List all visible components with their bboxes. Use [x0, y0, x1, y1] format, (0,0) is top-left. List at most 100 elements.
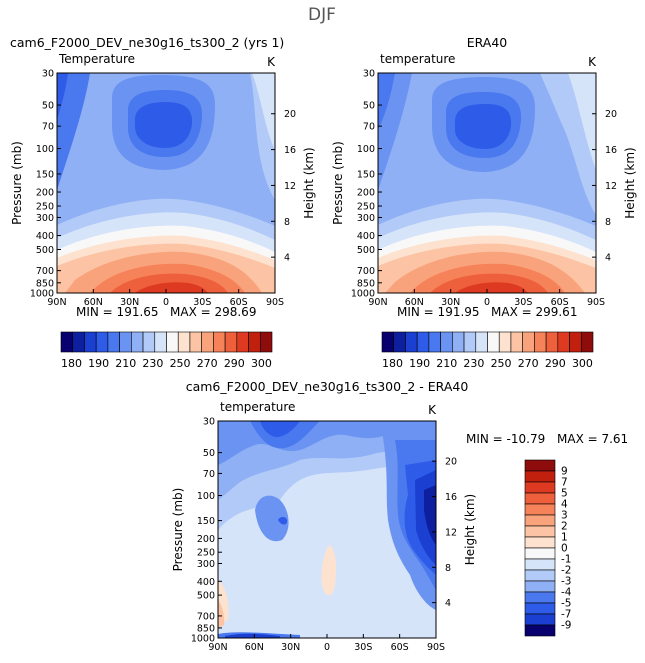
colorbar-swatch: [524, 558, 556, 571]
colorbar-swatch: [201, 331, 214, 353]
diff-x-tick-label: 30N: [281, 642, 300, 653]
colorbar-label: 180: [61, 357, 82, 370]
model-variable-label: Temperature: [58, 52, 135, 66]
model-colorbar: 180 190 210 230 250 270 290 300: [60, 331, 273, 370]
colorbar-label: 230: [142, 357, 163, 370]
colorbar-swatch: [524, 481, 556, 494]
diff-y-tick-label: 30: [203, 417, 215, 428]
obs-x-tick-label: 0: [484, 297, 490, 308]
model-x-tick-label: 60S: [230, 297, 248, 308]
colorbar-swatch: [248, 331, 261, 353]
diff-y-right-tick-label: 12: [445, 527, 457, 538]
diff-variable-label: temperature: [220, 400, 295, 414]
colorbar-swatch: [524, 613, 556, 626]
diff-x-tick-label: 60S: [391, 642, 409, 653]
model-fill-left-cold: [57, 73, 90, 190]
colorbar-label: -4: [561, 587, 572, 599]
model-y-tick-label: 850: [36, 278, 54, 289]
model-panel: cam6_F2000_DEV_ne30g16_ts300_2 (yrs 1) T…: [10, 35, 316, 319]
diff-fill-mid-cool-core: [278, 517, 288, 525]
model-y-tick-label: 200: [36, 188, 54, 199]
colorbar-label: -7: [561, 609, 571, 621]
model-min-label: MIN = 191.65: [76, 305, 159, 319]
obs-fill-band-9: [455, 282, 528, 293]
diff-y-right-tick-label: 16: [445, 492, 457, 503]
colorbar-swatch: [142, 331, 156, 353]
model-y-right-tick-label: 20: [284, 109, 296, 120]
diff-x-tick-label: 30S: [354, 642, 372, 653]
model-fill-right-warm: [252, 73, 275, 150]
model-y-right-tick-label: 8: [284, 217, 290, 228]
diff-fill-warm-streak-1: [321, 545, 337, 596]
colorbar-swatch: [177, 331, 191, 353]
obs-fill-left-core: [378, 73, 395, 130]
obs-fill-right-warm: [568, 73, 596, 170]
colorbar-swatch: [524, 459, 556, 472]
model-y-right-tick-label: 16: [284, 145, 296, 156]
model-x-tick-label: 90N: [47, 297, 66, 308]
model-fill-right-upper: [57, 73, 275, 200]
obs-x-tick-label: 90S: [587, 297, 605, 308]
diff-panel: cam6_F2000_DEV_ne30g16_ts300_2 - ERA40 t…: [171, 379, 628, 653]
colorbar-swatch: [524, 624, 556, 637]
colorbar-label: 270: [518, 357, 539, 370]
diff-y-tick-label: 400: [197, 577, 215, 588]
colorbar-swatch: [498, 331, 512, 353]
colorbar-label: 300: [251, 357, 272, 370]
model-contour-field: [57, 73, 275, 293]
diff-y-tick-label: 850: [197, 623, 215, 634]
obs-units-label: K: [588, 55, 597, 69]
colorbar-swatch: [524, 492, 556, 505]
obs-y-tick-label: 500: [357, 245, 375, 256]
colorbar-swatch: [524, 536, 556, 549]
diff-y-tick-label: 250: [197, 548, 215, 559]
model-max-label: MAX = 298.69: [170, 305, 256, 319]
obs-contour-field: [378, 73, 596, 293]
model-y-tick-label: 70: [42, 122, 54, 133]
colorbar-swatch: [524, 580, 556, 593]
obs-panel: ERA40 temperature K 90N 60N 30N 0 30S 60S 90S 3…: [331, 35, 637, 319]
colorbar-label: -9: [561, 620, 571, 632]
model-y-tick-label: 30: [42, 69, 54, 80]
colorbar-swatch: [524, 514, 556, 527]
colorbar-label: 230: [463, 357, 484, 370]
model-y-tick-label: 150: [36, 169, 54, 180]
obs-case-title: ERA40: [467, 35, 508, 50]
colorbar-label: 7: [561, 477, 568, 489]
obs-colorbar: 180 190 210 230 250 270 290 300: [381, 331, 594, 370]
colorbar-label: 300: [572, 357, 593, 370]
colorbar-swatch: [393, 331, 406, 353]
colorbar-swatch: [475, 331, 488, 353]
obs-x-tick-label: 60S: [551, 297, 569, 308]
colorbar-swatch: [259, 331, 273, 353]
model-y-right-tick-label: 4: [284, 253, 290, 264]
diff-y-tick-label: 100: [197, 491, 215, 502]
colorbar-swatch: [84, 331, 97, 353]
obs-y-right-tick-label: 16: [605, 145, 617, 156]
model-y-tick-label: 400: [36, 231, 54, 242]
colorbar-label: 210: [115, 357, 136, 370]
diff-x-tick-label: 90N: [208, 642, 227, 653]
obs-x-tick-label: 30N: [441, 297, 460, 308]
obs-y-tick-label: 400: [357, 231, 375, 242]
model-case-title: cam6_F2000_DEV_ne30g16_ts300_2 (yrs 1): [10, 35, 284, 50]
diff-y-right-tick-label: 8: [445, 563, 451, 574]
colorbar-swatch: [119, 331, 132, 353]
diff-min-label: MIN = -10.79: [466, 432, 545, 446]
colorbar-label: -3: [561, 576, 571, 588]
obs-x-tick-label: 60N: [405, 297, 424, 308]
colorbar-swatch: [524, 569, 556, 582]
figure-title: DJF: [308, 5, 336, 25]
obs-y-tick-label: 100: [357, 144, 375, 155]
colorbar-label: 4: [561, 499, 568, 511]
colorbar-swatch: [131, 331, 144, 353]
colorbar-label: 190: [88, 357, 109, 370]
model-y-tick-label: 250: [36, 202, 54, 213]
colorbar-swatch: [580, 331, 594, 353]
model-units-label: K: [267, 55, 276, 69]
obs-y-tick-label: 70: [363, 122, 375, 133]
obs-y-tick-label: 200: [357, 188, 375, 199]
colorbar-swatch: [545, 331, 559, 353]
obs-max-label: MAX = 299.61: [491, 305, 577, 319]
